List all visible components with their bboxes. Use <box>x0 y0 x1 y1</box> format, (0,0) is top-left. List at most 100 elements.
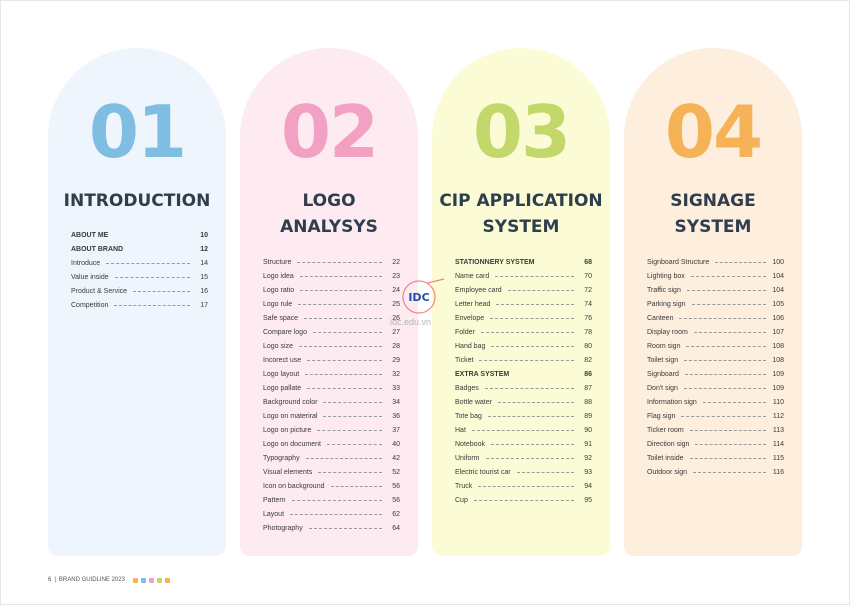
toc-item-page: 110 <box>772 398 784 406</box>
toc-item-page: 86 <box>584 370 592 378</box>
toc-item-label: Cup <box>455 496 468 504</box>
toc-leader <box>490 317 574 319</box>
section-number: 01 <box>88 90 187 174</box>
toc-item-page: 14 <box>200 259 208 267</box>
toc-leader <box>516 471 574 473</box>
toc-item: Information sign 110 <box>647 395 784 409</box>
toc-item: Background color 34 <box>263 395 400 409</box>
toc-item-label: Tote bag <box>455 412 482 420</box>
watermark-logo-text: IDC <box>408 291 429 304</box>
toc-item-label: ABOUT BRAND <box>71 245 124 253</box>
toc-leader <box>485 457 574 459</box>
toc-item-page: 90 <box>584 426 592 434</box>
toc-list: STATIONNERY SYSTEM 68 Name card 70 Employee … <box>455 255 592 507</box>
toc-item: Visual elements 52 <box>263 465 400 479</box>
toc-item-page: 94 <box>584 482 592 490</box>
toc-item: Photography 64 <box>263 521 400 535</box>
toc-leader <box>495 275 574 277</box>
toc-item-page: 40 <box>392 440 400 448</box>
toc-leader <box>480 331 574 333</box>
section-title: INTRODUCTION <box>48 188 226 214</box>
toc-item-page: 104 <box>772 286 784 294</box>
toc-item-label: Traffic sign <box>647 286 681 294</box>
toc-item-page: 28 <box>392 342 400 350</box>
toc-item-page: 33 <box>392 384 400 392</box>
toc-item: Direction sign 114 <box>647 437 784 451</box>
toc-item-label: Introduce <box>71 259 101 267</box>
toc-item-label: Product & Service <box>71 287 128 295</box>
toc-leader <box>291 499 382 501</box>
toc-item: Logo on materiral 36 <box>263 409 400 423</box>
toc-item-page: 104 <box>772 272 784 280</box>
toc-leader <box>487 415 574 417</box>
toc-item-page: 24 <box>392 286 400 294</box>
toc-item-page: 78 <box>584 328 592 336</box>
toc-item-label: Ticker room <box>647 426 684 434</box>
toc-item: Hand bag 80 <box>455 339 592 353</box>
toc-item-label: Logo rule <box>263 300 293 308</box>
toc-item: Canteen 106 <box>647 311 784 325</box>
section-title-line: LOGO <box>302 191 356 211</box>
toc-item-page: 76 <box>584 314 592 322</box>
toc-item-label: Envelope <box>455 314 485 322</box>
toc-list: Signboard Structure 100 Lighting box 104 Tra… <box>647 255 784 479</box>
toc-item-label: Competition <box>71 301 109 309</box>
section-title-line: INTRODUCTION <box>63 191 211 211</box>
toc-leader <box>702 401 766 403</box>
toc-item-label: Signboard Structure <box>647 258 710 266</box>
toc-item-page: 114 <box>772 440 784 448</box>
toc-item-label: Hat <box>455 426 466 434</box>
toc-item-page: 89 <box>584 412 592 420</box>
toc-leader <box>323 401 382 403</box>
toc-item-page: 56 <box>392 496 400 504</box>
toc-leader <box>305 373 382 375</box>
toc-list: ABOUT ME 10 ABOUT BRAND 12 Introduce 14 Value … <box>71 228 208 312</box>
toc-item-page: 109 <box>772 370 784 378</box>
section-card-signage-system: 04 SIGNAGE SYSTEM Signboard Structure 100… <box>624 48 802 556</box>
toc-item-page: 25 <box>392 300 400 308</box>
toc-item: Name card 70 <box>455 269 592 283</box>
toc-item: Logo size 28 <box>263 339 400 353</box>
toc-item-page: 22 <box>392 258 400 266</box>
toc-item: Logo ratio 24 <box>263 283 400 297</box>
toc-item-label: Logo on materiral <box>263 412 318 420</box>
toc-item: Pattern 56 <box>263 493 400 507</box>
toc-leader <box>299 275 382 277</box>
toc-leader <box>114 304 190 306</box>
toc-item-label: Value inside <box>71 273 109 281</box>
toc-item: Flag sign 112 <box>647 409 784 423</box>
toc-leader <box>298 303 382 305</box>
toc-item-page: 10 <box>200 231 208 239</box>
toc-item-page: 74 <box>584 300 592 308</box>
toc-leader <box>686 289 766 291</box>
toc-item-page: 92 <box>584 454 592 462</box>
toc-item-label: EXTRA SYSTEM <box>455 370 510 378</box>
footer-page-number: 6 <box>48 577 52 583</box>
toc-item-page: 52 <box>392 468 400 476</box>
toc-item: Incorect use 29 <box>263 353 400 367</box>
toc-leader <box>496 303 574 305</box>
toc-item-label: Logo on document <box>263 440 321 448</box>
toc-leader <box>690 275 766 277</box>
section-title-line: SYSTEM <box>482 217 560 237</box>
toc-leader <box>114 276 190 278</box>
toc-item-page: 12 <box>200 245 208 253</box>
toc-item-label: Pattern <box>263 496 286 504</box>
toc-item: Logo on document 40 <box>263 437 400 451</box>
toc-leader <box>304 317 382 319</box>
toc-item-page: 70 <box>584 272 592 280</box>
toc-item-page: 108 <box>772 342 784 350</box>
toc-item: Signboard Structure 100 <box>647 255 784 269</box>
section-title: CIP APPLICATION SYSTEM <box>432 188 610 240</box>
toc-item-page: 88 <box>584 398 592 406</box>
toc-item: Don't sign 109 <box>647 381 784 395</box>
section-number: 04 <box>664 90 763 174</box>
toc-leader <box>317 429 382 431</box>
toc-item-label: Don't sign <box>647 384 678 392</box>
toc-leader <box>300 289 382 291</box>
toc-leader <box>691 303 766 305</box>
toc-item-label: Compare logo <box>263 328 307 336</box>
footer-decoration-icon <box>132 577 173 583</box>
toc-item-page: 107 <box>772 328 784 336</box>
section-card-logo-analysys: 02 LOGO ANALYSYS Structure 22 Logo idea 23 L… <box>240 48 418 556</box>
